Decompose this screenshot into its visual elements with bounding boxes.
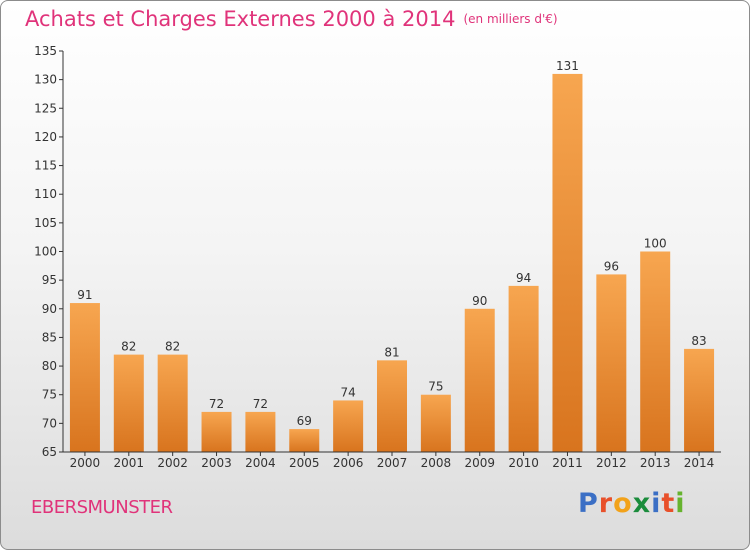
data-label: 100 bbox=[644, 237, 667, 251]
x-tick-label: 2013 bbox=[640, 456, 671, 470]
logo-letter: i bbox=[651, 488, 662, 519]
x-tick-label: 2011 bbox=[552, 456, 583, 470]
chart-title: Achats et Charges Externes 2000 à 2014 (e… bbox=[25, 7, 558, 31]
data-label: 91 bbox=[77, 288, 92, 302]
logo-letter: t bbox=[661, 488, 676, 519]
y-tick-label: 125 bbox=[34, 101, 57, 115]
x-tick-label: 2004 bbox=[245, 456, 276, 470]
bar bbox=[420, 394, 451, 452]
logo-letter: i bbox=[675, 488, 686, 519]
data-label: 131 bbox=[556, 59, 579, 73]
data-label: 69 bbox=[297, 414, 312, 428]
x-tick-label: 2000 bbox=[70, 456, 101, 470]
x-tick-label: 2002 bbox=[157, 456, 188, 470]
bar bbox=[201, 411, 232, 452]
x-tick-label: 2003 bbox=[201, 456, 232, 470]
data-label: 82 bbox=[121, 340, 136, 354]
y-tick-label: 75 bbox=[42, 388, 57, 402]
title-text: Achats et Charges Externes 2000 à 2014 bbox=[25, 7, 456, 31]
bar bbox=[640, 251, 671, 452]
y-tick-label: 65 bbox=[42, 445, 57, 459]
data-label: 72 bbox=[253, 397, 268, 411]
y-tick-label: 120 bbox=[34, 130, 57, 144]
y-tick-label: 130 bbox=[34, 73, 57, 87]
logo-letter: o bbox=[613, 488, 633, 519]
x-tick-label: 2010 bbox=[508, 456, 539, 470]
x-tick-label: 2006 bbox=[333, 456, 364, 470]
data-label: 81 bbox=[384, 345, 399, 359]
y-axis: 65 70 75 80 85 90 95 100 105 110 115 120 125 130 135 bbox=[34, 44, 64, 459]
y-tick-label: 105 bbox=[34, 216, 57, 230]
bar bbox=[377, 360, 407, 452]
bar bbox=[508, 285, 539, 452]
y-tick-label: 110 bbox=[34, 187, 57, 201]
y-tick-label: 80 bbox=[42, 359, 57, 373]
y-tick-label: 135 bbox=[34, 44, 57, 58]
x-tick-label: 2009 bbox=[464, 456, 495, 470]
bar bbox=[69, 303, 100, 452]
proxiti-logo: Proxiti bbox=[578, 488, 686, 519]
bar bbox=[596, 274, 627, 452]
y-tick-label: 95 bbox=[42, 273, 57, 287]
data-label: 74 bbox=[340, 385, 355, 399]
data-label: 94 bbox=[516, 271, 531, 285]
y-tick-label: 90 bbox=[42, 302, 57, 316]
x-tick-label: 2014 bbox=[684, 456, 715, 470]
bar bbox=[245, 411, 276, 452]
data-label: 75 bbox=[428, 380, 443, 394]
bar bbox=[333, 400, 364, 452]
title-unit: (en milliers d'€) bbox=[463, 12, 558, 26]
x-tick-label: 2001 bbox=[114, 456, 145, 470]
y-tick-label: 70 bbox=[42, 416, 57, 430]
y-tick-label: 85 bbox=[42, 330, 57, 344]
commune-name: EBERSMUNSTER bbox=[31, 497, 173, 518]
bar bbox=[464, 308, 495, 452]
bar bbox=[552, 73, 583, 453]
logo-letter: x bbox=[632, 488, 652, 519]
data-label: 96 bbox=[604, 259, 619, 273]
data-label: 83 bbox=[691, 334, 706, 348]
bar bbox=[289, 429, 320, 452]
logo-letter: r bbox=[598, 488, 614, 519]
data-label: 72 bbox=[209, 397, 224, 411]
x-tick-label: 2005 bbox=[289, 456, 320, 470]
data-label: 90 bbox=[472, 294, 487, 308]
bar bbox=[684, 348, 715, 452]
x-tick-label: 2007 bbox=[377, 456, 408, 470]
bar bbox=[113, 354, 144, 452]
x-tick-label: 2012 bbox=[596, 456, 627, 470]
bars: 91 82 82 72 72 69 74 81 75 90 94 131 96 100 83 bbox=[69, 59, 715, 453]
logo-letter: P bbox=[578, 488, 599, 519]
data-label: 82 bbox=[165, 340, 180, 354]
y-tick-label: 115 bbox=[34, 159, 57, 173]
x-tick-label: 2008 bbox=[421, 456, 452, 470]
bar bbox=[157, 354, 188, 452]
x-axis: 2000 2001 2002 2003 2004 2005 2006 2007 2008 2009… bbox=[63, 451, 721, 470]
y-tick-label: 100 bbox=[34, 245, 57, 259]
